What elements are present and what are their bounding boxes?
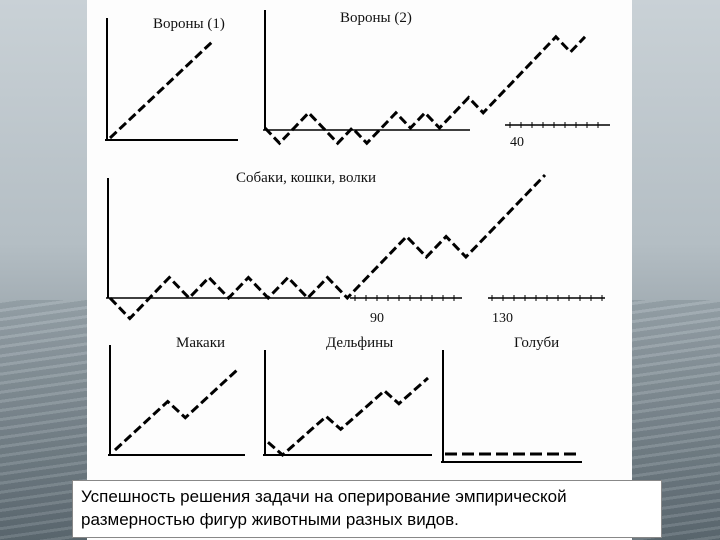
series-line — [267, 376, 429, 457]
series-line — [108, 173, 547, 321]
series-line — [263, 34, 587, 146]
chart-dolphins: Дельфины — [263, 335, 432, 457]
series-line — [113, 368, 240, 452]
chart-crows-1: Вороны (1) — [105, 16, 238, 141]
chart-dogs-cats-wolves: Собаки, кошки, волки 90 130 — [106, 170, 605, 326]
x-tick-label: 40 — [510, 135, 524, 150]
x-ticks — [354, 295, 603, 301]
slide-panel — [87, 0, 632, 540]
chart-crows-2: Вороны (2) 40 — [263, 10, 610, 150]
chart-title: Вороны (1) — [153, 16, 225, 32]
caption-line-2: размерностью фигур животными разных видо… — [81, 510, 459, 529]
chart-title: Макаки — [176, 335, 225, 351]
caption-line-1: Успешность решения задачи на оперировани… — [81, 487, 567, 506]
chart-title: Вороны (2) — [340, 10, 412, 26]
chart-title: Дельфины — [326, 335, 393, 351]
chart-title: Голуби — [514, 335, 559, 351]
x-tick-label: 130 — [492, 311, 513, 326]
x-ticks — [509, 122, 599, 128]
series-line — [108, 40, 214, 140]
chart-pigeons: Голуби — [441, 335, 582, 463]
chart-macaques: Макаки — [108, 335, 245, 456]
x-tick-label: 90 — [370, 311, 384, 326]
chart-title: Собаки, кошки, волки — [236, 170, 376, 186]
caption-box: Успешность решения задачи на оперировани… — [72, 480, 662, 538]
